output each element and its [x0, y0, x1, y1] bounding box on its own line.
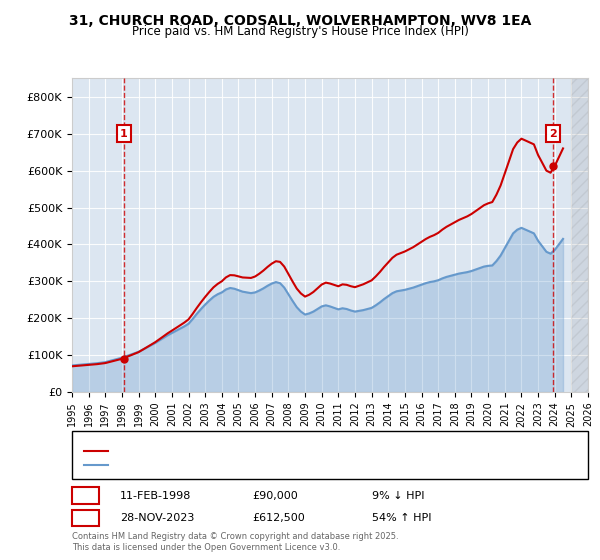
Text: 1: 1 [82, 491, 89, 501]
Bar [571, 78, 588, 392]
Text: HPI: Average price, detached house, South Staffordshire: HPI: Average price, detached house, Sout… [114, 460, 389, 470]
Text: 31, CHURCH ROAD, CODSALL, WOLVERHAMPTON, WV8 1EA: 31, CHURCH ROAD, CODSALL, WOLVERHAMPTON,… [69, 14, 531, 28]
Text: Price paid vs. HM Land Registry's House Price Index (HPI): Price paid vs. HM Land Registry's House … [131, 25, 469, 38]
Text: 54% ↑ HPI: 54% ↑ HPI [372, 513, 431, 523]
Text: 1: 1 [120, 129, 128, 139]
Text: 9% ↓ HPI: 9% ↓ HPI [372, 491, 425, 501]
Text: 28-NOV-2023: 28-NOV-2023 [120, 513, 194, 523]
Text: 31, CHURCH ROAD, CODSALL, WOLVERHAMPTON, WV8 1EA (detached house): 31, CHURCH ROAD, CODSALL, WOLVERHAMPTON,… [114, 446, 495, 456]
Text: Contains HM Land Registry data © Crown copyright and database right 2025.
This d: Contains HM Land Registry data © Crown c… [72, 532, 398, 552]
Text: £612,500: £612,500 [252, 513, 305, 523]
Text: 2: 2 [550, 129, 557, 139]
Text: 11-FEB-1998: 11-FEB-1998 [120, 491, 191, 501]
Text: £90,000: £90,000 [252, 491, 298, 501]
Text: 2: 2 [82, 513, 89, 523]
